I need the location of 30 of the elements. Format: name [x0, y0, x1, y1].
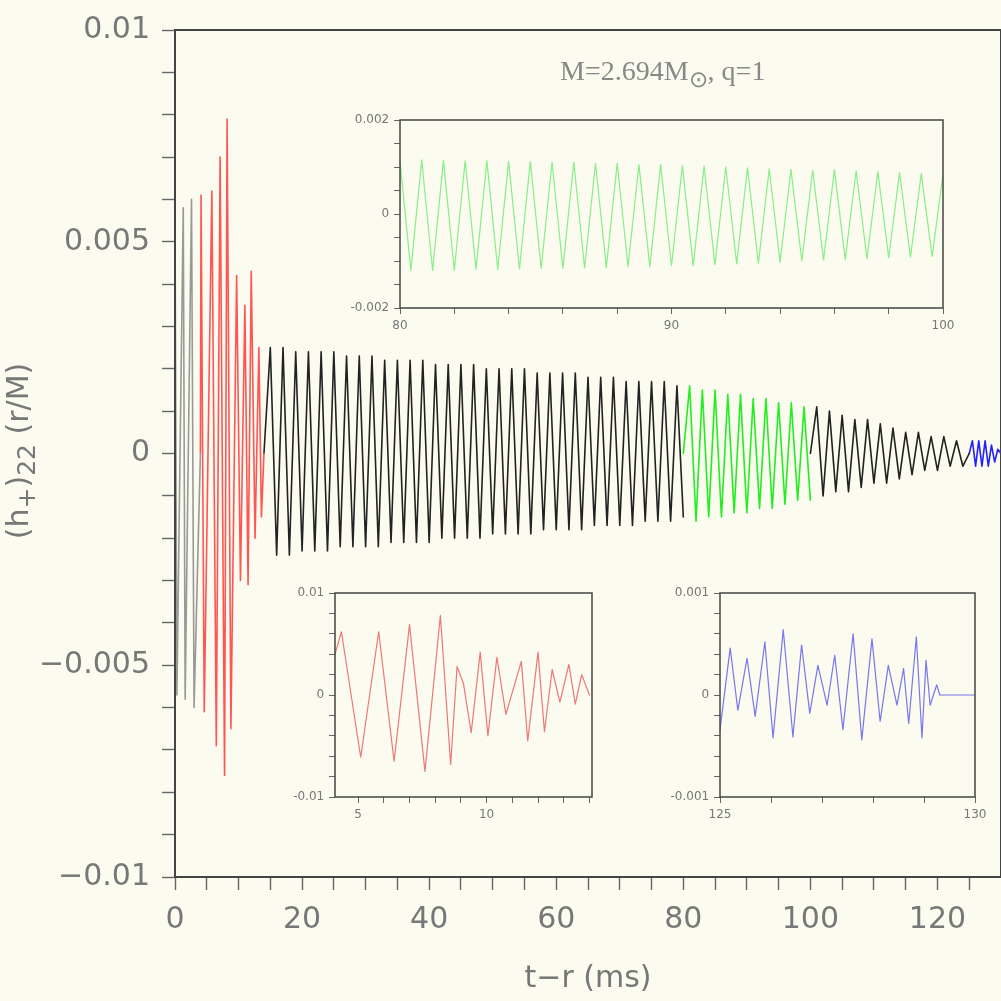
x-tick-label: 60: [537, 899, 576, 935]
x-tick-label: 100: [931, 318, 955, 333]
y-tick-label: 0: [316, 687, 325, 702]
x-tick-label: 80: [392, 318, 408, 333]
x-tick-label: 5: [354, 807, 362, 822]
y-tick-label: 0.01: [297, 585, 325, 600]
y-tick-label: -0.002: [350, 300, 390, 315]
y-tick-label: 0.001: [674, 585, 710, 600]
x-tick-label: 20: [282, 899, 322, 935]
y-tick-label: 0.002: [354, 112, 390, 127]
x-tick-label: 90: [663, 318, 680, 333]
x-tick-label: 120: [908, 899, 967, 935]
x-axis-title: t−r (ms): [524, 958, 652, 994]
y-tick-label: −0.01: [58, 856, 150, 892]
annotation: M=2.694M$_{⊙}$, q=1: [560, 55, 766, 93]
x-tick-label: 130: [963, 807, 987, 822]
y-tick-label: 0: [381, 206, 390, 221]
y-tick-label: −0.005: [38, 645, 150, 681]
y-tick-label: 0: [701, 687, 710, 702]
x-tick-label: 0: [165, 899, 185, 935]
y-tick-label: -0.01: [293, 789, 325, 804]
x-tick-label: 100: [781, 899, 840, 935]
x-tick-label: 125: [708, 807, 732, 822]
x-tick-label: 80: [664, 899, 703, 935]
x-tick-label: 10: [478, 807, 495, 822]
y-tick-label: 0.005: [64, 221, 150, 257]
y-tick-label: 0.01: [83, 9, 150, 45]
x-tick-label: 40: [410, 899, 449, 935]
y-tick-label: -0.001: [670, 789, 710, 804]
y-tick-label: 0: [130, 433, 150, 469]
